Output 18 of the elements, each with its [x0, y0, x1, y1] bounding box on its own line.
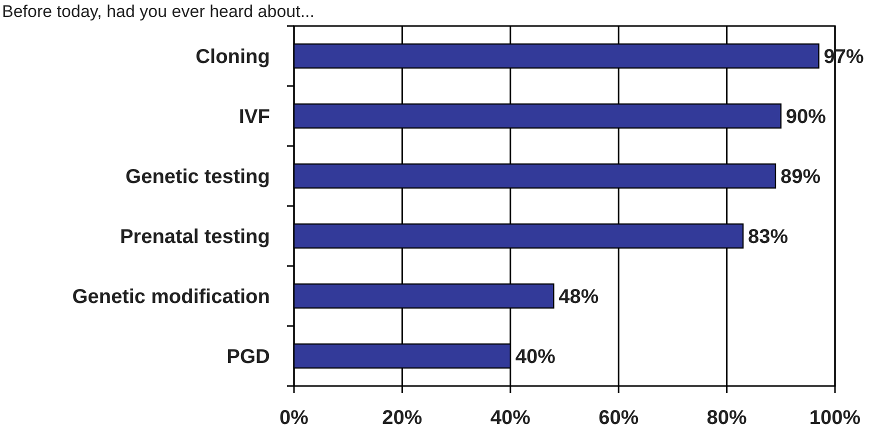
y-tick-label: Genetic testing: [126, 166, 270, 188]
y-tick-label: Prenatal testing: [120, 226, 270, 248]
x-tick-label: 60%: [598, 407, 639, 429]
chart-title: Before today, had you ever heard about...: [2, 2, 315, 21]
x-tick-label: 0%: [280, 407, 309, 429]
data-label: 89%: [780, 166, 821, 188]
x-tick-label: 40%: [490, 407, 531, 429]
x-tick-label: 80%: [706, 407, 748, 429]
x-tick-label: 100%: [809, 407, 861, 429]
data-label: 40%: [515, 346, 556, 368]
y-tick-label: IVF: [238, 106, 270, 128]
data-label: 83%: [748, 226, 788, 248]
y-tick-label: Cloning: [196, 46, 270, 68]
data-label: 90%: [786, 106, 826, 128]
data-label: 48%: [558, 286, 599, 308]
y-tick-label: Genetic modification: [72, 286, 270, 308]
y-tick-label: PGD: [226, 346, 270, 368]
x-tick-label: 20%: [382, 407, 422, 429]
